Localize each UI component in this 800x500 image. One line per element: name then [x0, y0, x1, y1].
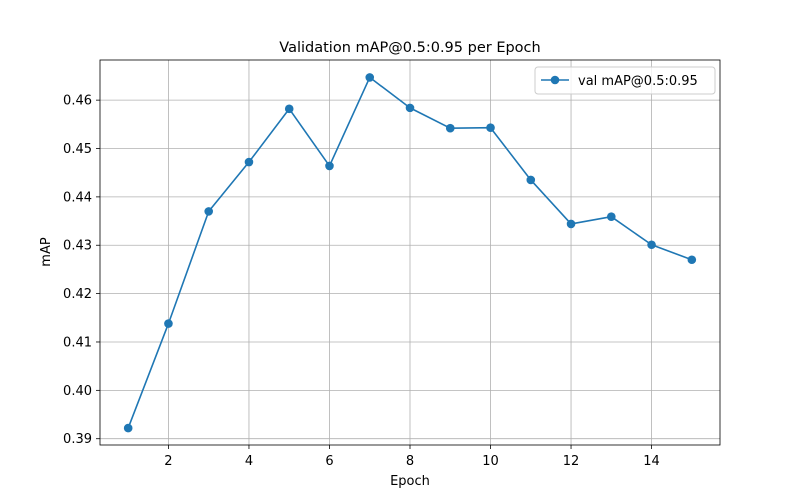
data-point	[606, 212, 616, 222]
x-tick-label: 6	[325, 454, 333, 469]
data-point	[445, 123, 455, 133]
data-point	[123, 423, 133, 433]
y-tick-label: 0.39	[63, 432, 92, 447]
x-tick-label: 2	[164, 454, 172, 469]
data-point	[284, 104, 294, 114]
x-tick-label: 10	[482, 454, 499, 469]
y-tick-label: 0.43	[63, 239, 92, 254]
x-tick-label: 4	[245, 454, 253, 469]
legend-marker-swatch	[550, 75, 560, 85]
data-point	[325, 161, 334, 171]
data-point	[486, 123, 495, 133]
x-tick-label: 12	[563, 454, 580, 469]
data-point	[687, 255, 697, 265]
data-point	[204, 207, 214, 216]
x-tick-label: 8	[406, 454, 414, 469]
grid-lines	[100, 60, 720, 445]
y-tick-label: 0.41	[63, 335, 92, 350]
legend: val mAP@0.5:0.95	[534, 66, 716, 95]
x-tick-label: 14	[643, 454, 660, 469]
data-point	[526, 175, 536, 185]
data-point	[647, 240, 656, 250]
data-point	[566, 219, 576, 229]
y-tick-label: 0.42	[63, 287, 92, 302]
x-axis-label: Epoch	[390, 474, 430, 489]
data-point	[365, 73, 375, 82]
chart-title: Validation mAP@0.5:0.95 per Epoch	[279, 40, 540, 56]
y-tick-label: 0.40	[63, 384, 92, 399]
y-axis-label: mAP	[39, 237, 54, 267]
legend-box	[534, 66, 716, 95]
y-tick-label: 0.45	[63, 142, 92, 157]
series-layer	[123, 73, 697, 433]
data-point	[405, 103, 415, 113]
y-tick-label: 0.44	[63, 190, 92, 205]
y-axis-ticks: 0.39 0.40 0.41 0.42 0.43 0.44 0.45 0.46	[63, 94, 100, 447]
legend-label: val mAP@0.5:0.95	[578, 74, 698, 89]
x-axis-ticks: 2 4 6 8 10 12 14	[164, 445, 660, 469]
data-point	[164, 319, 173, 328]
data-point	[244, 157, 254, 167]
y-tick-label: 0.46	[63, 94, 92, 109]
